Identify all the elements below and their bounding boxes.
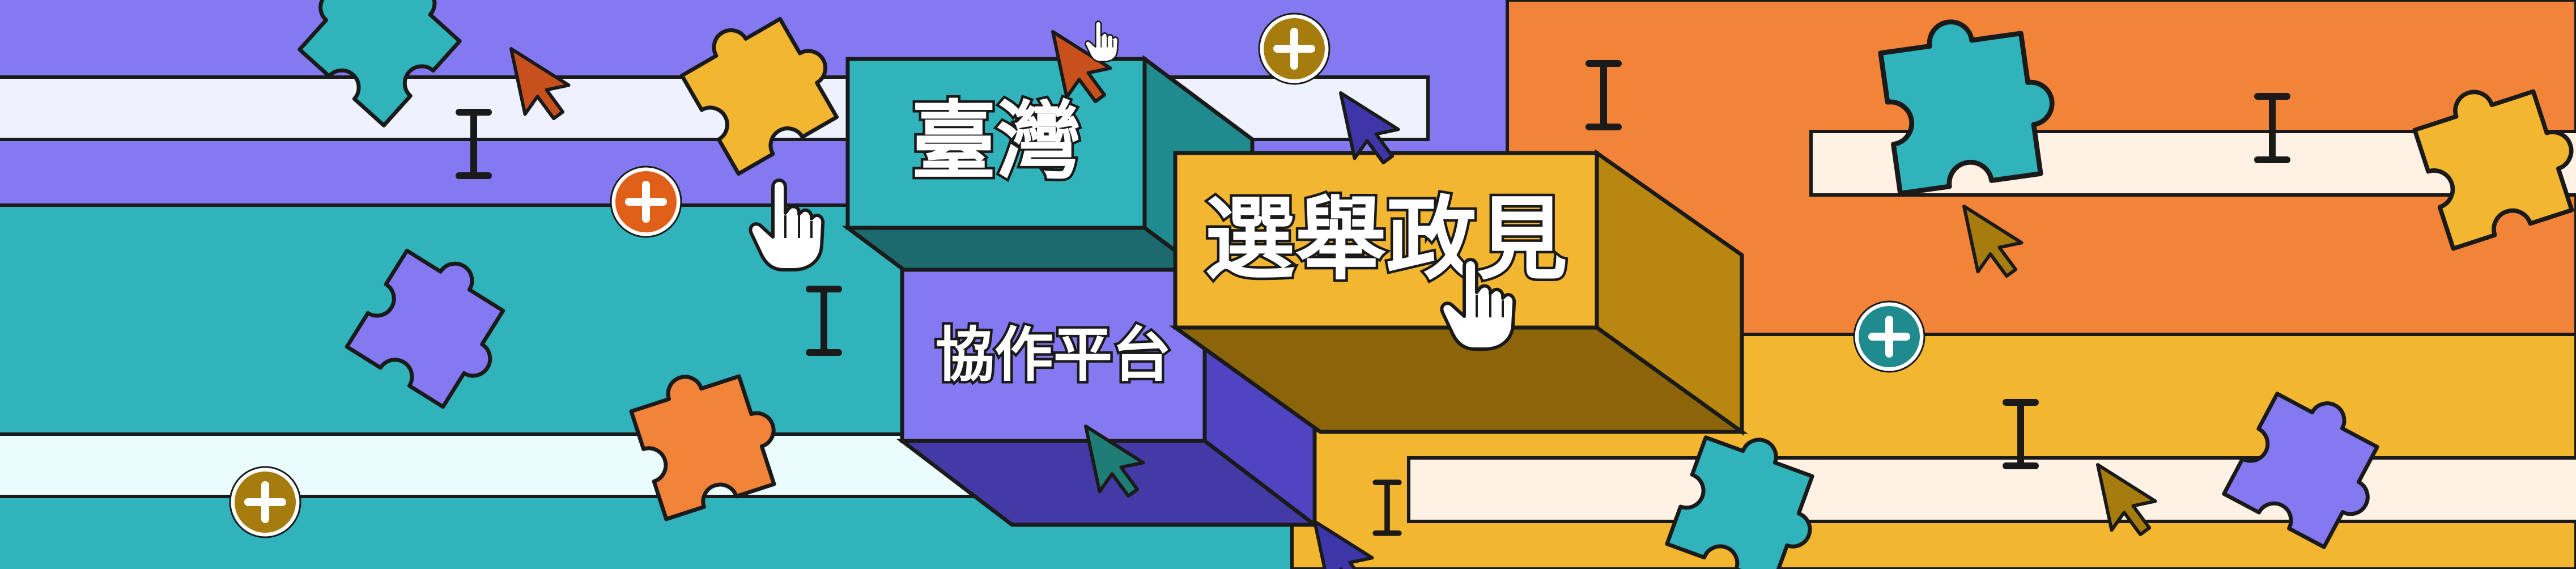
cream-stripe — [1407, 456, 2576, 523]
cube-title-line-3: 協作平台 — [936, 320, 1171, 389]
plus-circle-icon — [229, 466, 301, 538]
plus-circle-icon — [1258, 12, 1330, 85]
cube-yellow: 選舉政見 — [1169, 149, 1748, 436]
plus-circle-icon — [610, 165, 682, 238]
plus-circle-icon — [1853, 300, 1925, 373]
cube-title-line-2: 選舉政見 — [1205, 186, 1567, 292]
cube-title-line-1: 臺灣 — [911, 92, 1081, 191]
